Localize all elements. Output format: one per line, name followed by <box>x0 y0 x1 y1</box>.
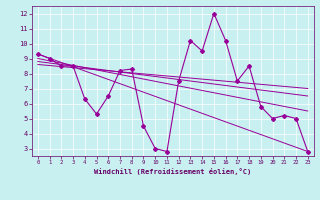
X-axis label: Windchill (Refroidissement éolien,°C): Windchill (Refroidissement éolien,°C) <box>94 168 252 175</box>
